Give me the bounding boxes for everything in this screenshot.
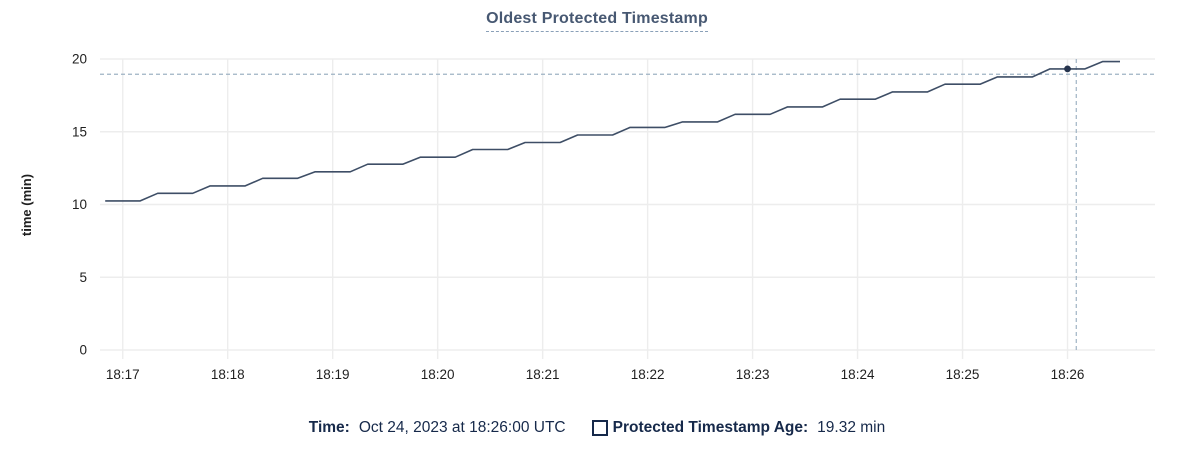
y-axis-label: time (min) xyxy=(19,174,34,236)
hover-tooltip-legend: Time: Oct 24, 2023 at 18:26:00 UTC Prote… xyxy=(0,419,1194,437)
chart-title-row: Oldest Protected Timestamp xyxy=(0,10,1194,32)
x-tick-label: 18:17 xyxy=(106,367,140,382)
hover-point-dot xyxy=(1064,65,1071,73)
x-tick-label: 18:26 xyxy=(1051,367,1085,382)
hover-time-value: Oct 24, 2023 at 18:26:00 UTC xyxy=(358,419,566,436)
x-tick-label: 18:24 xyxy=(841,367,875,382)
y-tick-label: 10 xyxy=(72,197,87,212)
y-tick-label: 0 xyxy=(79,343,87,358)
series-swatch-icon xyxy=(591,420,608,436)
x-tick-label: 18:21 xyxy=(526,367,560,382)
x-tick-label: 18:22 xyxy=(631,367,665,382)
x-tick-label: 18:25 xyxy=(946,367,980,382)
x-tick-label: 18:23 xyxy=(736,367,770,382)
y-tick-label: 5 xyxy=(79,270,87,285)
chart-title[interactable]: Oldest Protected Timestamp xyxy=(486,10,708,32)
y-tick-label: 20 xyxy=(72,52,87,67)
x-tick-label: 18:19 xyxy=(316,367,350,382)
series-name-label: Protected Timestamp Age: xyxy=(612,419,809,436)
x-tick-label: 18:18 xyxy=(211,367,245,382)
y-tick-label: 15 xyxy=(72,124,87,139)
series-value: 19.32 min xyxy=(817,419,886,436)
x-tick-label: 18:20 xyxy=(421,367,455,382)
hover-time-label: Time: xyxy=(308,419,350,436)
series-line xyxy=(105,60,1120,202)
